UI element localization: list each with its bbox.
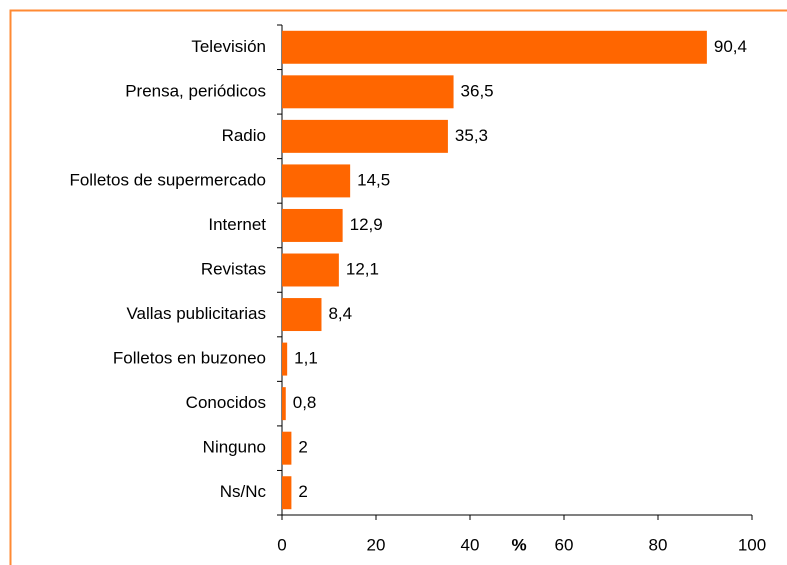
value-label: 14,5 xyxy=(357,170,390,189)
bar xyxy=(282,387,286,421)
value-label: 90,4 xyxy=(714,37,747,56)
bar xyxy=(282,164,351,198)
bar xyxy=(282,30,707,64)
bar xyxy=(282,298,322,332)
y-tick-label: Folletos en buzoneo xyxy=(113,349,266,368)
bar xyxy=(282,75,454,109)
y-tick-label: Conocidos xyxy=(186,393,266,412)
value-label: 12,1 xyxy=(346,259,379,278)
bar xyxy=(282,342,288,376)
value-label: 8,4 xyxy=(328,304,352,323)
bar xyxy=(282,476,292,510)
x-axis-label: % xyxy=(511,535,526,554)
x-tick-label: 40 xyxy=(461,535,480,554)
value-label: 2 xyxy=(298,482,307,501)
x-tick-label: 60 xyxy=(555,535,574,554)
value-label: 12,9 xyxy=(350,215,383,234)
bar xyxy=(282,208,343,242)
value-label: 1,1 xyxy=(294,349,318,368)
y-tick-label: Radio xyxy=(222,126,266,145)
value-label: 35,3 xyxy=(455,126,488,145)
y-tick-label: Prensa, periódicos xyxy=(125,81,266,100)
value-label: 2 xyxy=(298,438,307,457)
y-tick-label: Ninguno xyxy=(203,438,266,457)
bar xyxy=(282,119,448,153)
x-tick-label: 0 xyxy=(277,535,286,554)
x-tick-label: 20 xyxy=(367,535,386,554)
y-tick-label: Televisión xyxy=(191,37,266,56)
y-tick-label: Ns/Nc xyxy=(220,482,267,501)
bar xyxy=(282,431,292,465)
y-tick-label: Folletos de supermercado xyxy=(69,170,266,189)
y-tick-label: Vallas publicitarias xyxy=(126,304,266,323)
y-tick-label: Internet xyxy=(208,215,266,234)
y-tick-label: Revistas xyxy=(201,259,266,278)
value-label: 36,5 xyxy=(461,81,494,100)
x-tick-label: 100 xyxy=(738,535,766,554)
frame xyxy=(9,9,787,565)
value-label: 0,8 xyxy=(293,393,317,412)
x-tick-label: 80 xyxy=(649,535,668,554)
bar xyxy=(282,253,339,287)
